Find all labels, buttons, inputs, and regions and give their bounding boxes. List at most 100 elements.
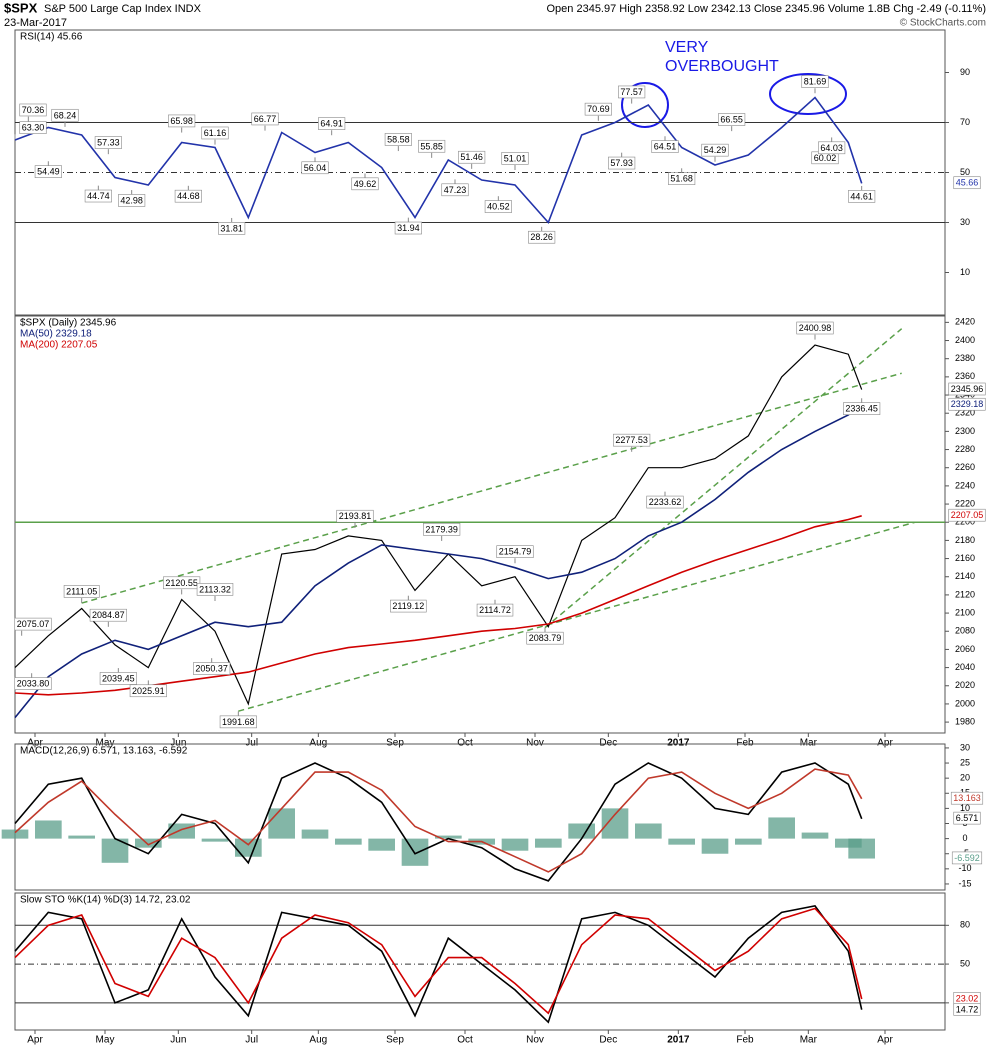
label-box: [384, 133, 412, 146]
y-tick-label: 2160: [955, 553, 975, 563]
x-tick-label: Apr: [877, 1035, 893, 1046]
value-label: 70.69: [587, 104, 610, 114]
value-label: 64.91: [320, 119, 343, 129]
x-tick-label: Jul: [245, 738, 258, 749]
value-label: 28.26: [530, 232, 553, 242]
y-tick-label: 80: [960, 920, 970, 930]
label-box: [953, 176, 981, 190]
value-label: 2120.55: [165, 578, 198, 588]
x-tick-label: Nov: [526, 738, 544, 749]
value-label: 2050.37: [195, 664, 228, 674]
value-label: 57.93: [610, 158, 633, 168]
histogram-bar: [401, 838, 429, 866]
label-box: [950, 791, 984, 805]
histogram-bar: [235, 838, 262, 857]
value-label: 68.24: [54, 110, 77, 120]
legend-entry: MA(50) 2329.18: [20, 329, 92, 340]
value-label: 51.46: [460, 152, 483, 162]
y-tick-label: 2120: [955, 589, 975, 599]
y-tick-label: 10: [960, 803, 970, 813]
value-label: 70.36: [22, 105, 45, 115]
value-label: 47.23: [444, 185, 467, 195]
label-box: [501, 152, 529, 165]
value-label: 2075.07: [17, 619, 50, 629]
label-box: [19, 103, 47, 117]
label-box: [19, 121, 47, 134]
label-box: [318, 117, 346, 130]
label-box: [193, 662, 231, 675]
value-label: 63.30: [22, 123, 45, 133]
value-label: 64.51: [654, 142, 677, 152]
label-box: [196, 583, 234, 596]
x-tick-label: Feb: [736, 1035, 754, 1046]
histogram-bar: [301, 829, 329, 839]
histogram-bar: [701, 838, 729, 854]
value-label: 40.52: [487, 202, 510, 212]
value-label: 6.571: [956, 813, 979, 823]
histogram-bar: [35, 820, 62, 839]
x-tick-label: 2017: [667, 1035, 690, 1046]
x-tick-label: Jun: [170, 738, 186, 749]
y-tick-label: 30: [960, 217, 970, 227]
histogram-bar: [735, 838, 762, 845]
credit: © StockCharts.com: [900, 18, 986, 29]
label-box: [526, 631, 564, 645]
subtitle: S&P 500 Large Cap Index INDX: [44, 3, 202, 15]
x-tick-label: Oct: [457, 1035, 473, 1046]
histogram-bar: [201, 838, 229, 842]
y-tick-label: -10: [958, 863, 971, 873]
y-tick-label: -15: [958, 878, 971, 888]
x-tick-label: Feb: [736, 738, 754, 749]
y-tick-label: 50: [960, 958, 970, 968]
value-label: 61.16: [204, 128, 227, 138]
value-label: 64.03: [820, 143, 843, 153]
legend-entry: $SPX (Daily) 2345.96: [20, 318, 117, 329]
legend-entry: Slow STO %K(14) %D(3) 14.72, 23.02: [20, 895, 191, 906]
label-box: [718, 113, 746, 126]
label-box: [843, 402, 881, 415]
histogram-bar: [535, 838, 562, 848]
x-tick-label: Dec: [599, 738, 617, 749]
x-tick-label: Apr: [877, 738, 893, 749]
y-tick-label: 70: [960, 117, 970, 127]
x-tick-label: Dec: [599, 1035, 617, 1046]
label-box: [613, 433, 651, 447]
label-box: [201, 126, 229, 140]
series-line: [14, 907, 863, 1015]
y-tick-label: 1980: [955, 716, 975, 726]
y-tick-label: 2000: [955, 698, 975, 708]
note: VERY: [665, 39, 709, 56]
label-box: [441, 183, 469, 197]
y-tick-label: 2080: [955, 626, 975, 636]
value-label: 2083.79: [529, 633, 562, 643]
x-tick-label: Apr: [27, 1035, 43, 1046]
value-label: 2084.87: [92, 610, 125, 620]
legend-entry: MACD(12,26,9) 6.571, 13.163, -6.592: [20, 746, 188, 757]
y-tick-label: 2280: [955, 444, 975, 454]
label-box: [89, 608, 127, 622]
value-label: 2233.62: [649, 497, 682, 507]
series-line: [14, 762, 863, 882]
value-label: 2111.05: [66, 586, 97, 596]
label-box: [618, 85, 646, 99]
panel-frame: [14, 743, 946, 891]
y-tick-label: 2260: [955, 462, 975, 472]
y-tick-label: 10: [960, 267, 970, 277]
label-box: [94, 136, 122, 149]
y-tick-label: 2380: [955, 353, 975, 363]
histogram-bar: [668, 838, 695, 845]
value-label: 2179.39: [425, 524, 458, 534]
label-box: [608, 156, 636, 170]
x-tick-label: Jun: [170, 1035, 186, 1046]
label-box: [336, 509, 374, 523]
label-box: [701, 143, 729, 157]
x-tick-label: Oct: [457, 738, 473, 749]
value-label: 13.163: [953, 793, 981, 803]
value-label: 54.29: [704, 145, 727, 155]
histogram-bar: [848, 838, 875, 859]
label-box: [218, 222, 246, 235]
highlight-circle: [769, 73, 847, 115]
x-tick-label: 2017: [667, 738, 690, 749]
